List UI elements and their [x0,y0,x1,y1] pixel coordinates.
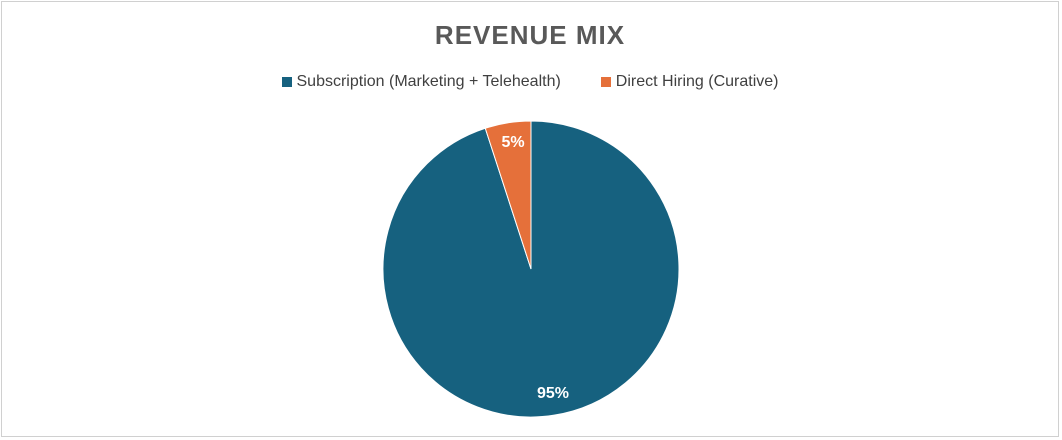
legend-swatch-subscription [281,77,292,87]
legend-item-subscription: Subscription (Marketing + Telehealth) [281,73,561,91]
data-label-direct-hiring: 5% [502,134,525,151]
legend-swatch-direct-hiring [600,77,611,87]
chart-title: REVENUE MIX [434,20,626,50]
legend: Subscription (Marketing + Telehealth) Di… [2,73,1058,91]
legend-label-subscription: Subscription (Marketing + Telehealth) [296,73,561,90]
pie-slice-direct-hiring [484,120,532,270]
legend-label-direct-hiring: Direct Hiring (Curative) [615,73,779,90]
legend-item-direct-hiring: Direct Hiring (Curative) [600,73,779,91]
data-label-subscription: 95% [537,385,569,402]
